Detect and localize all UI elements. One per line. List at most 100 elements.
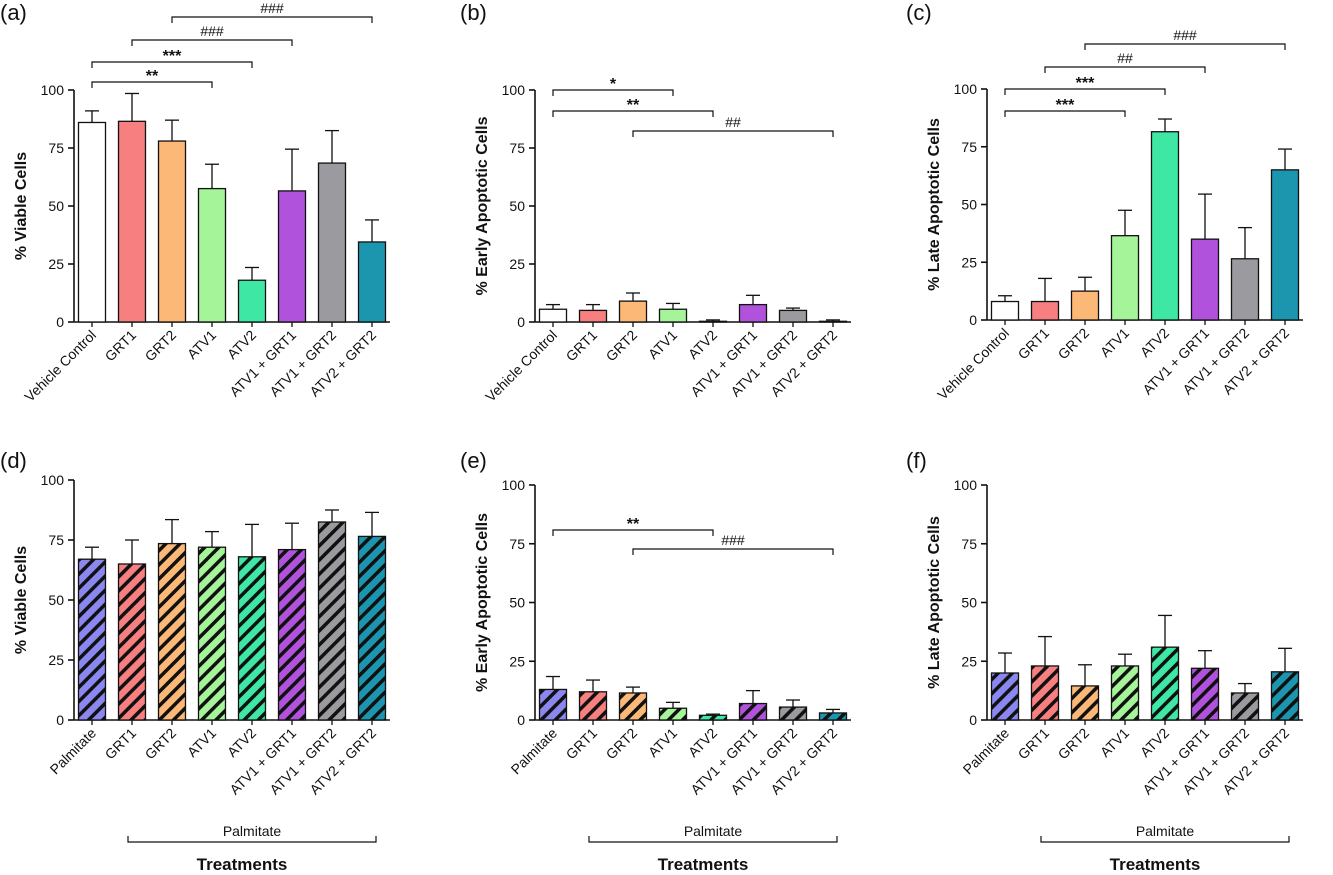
x-tick-label: Palmitate — [508, 725, 561, 778]
bar — [1230, 258, 1260, 321]
y-axis-label: % Viable Cells — [13, 546, 30, 654]
x-tick-label: ATV1 — [1097, 725, 1132, 760]
bar — [277, 548, 307, 721]
bar — [1190, 238, 1220, 321]
y-tick-label: 25 — [48, 256, 64, 272]
significance-bracket — [632, 548, 834, 555]
bar — [1150, 131, 1180, 321]
x-tick-label: GRT2 — [142, 327, 180, 365]
y-tick-label: 50 — [961, 197, 977, 213]
x-tick-label: GRT2 — [1055, 725, 1093, 763]
bar — [698, 320, 728, 323]
y-tick-label: 0 — [969, 312, 977, 328]
significance-bracket — [1044, 66, 1206, 73]
significance-bracket — [1004, 88, 1166, 95]
bar — [778, 309, 808, 323]
panel-label: (d) — [0, 448, 27, 473]
x-axis-label: Treatments — [658, 855, 749, 874]
y-tick-label: 25 — [509, 653, 525, 669]
x-tick-label: ATV2 — [1137, 725, 1172, 760]
x-tick-label: GRT2 — [603, 327, 641, 365]
y-tick-label: 100 — [954, 477, 978, 493]
bar — [738, 702, 768, 721]
y-tick-label: 75 — [961, 139, 977, 155]
significance-bracket — [632, 130, 834, 137]
group-label: Palmitate — [1136, 823, 1195, 839]
bar — [357, 241, 387, 323]
bar — [698, 714, 728, 721]
chart-panel-b: (b) 0 25 50 75 100 % Early Apoptotic Cells Vehi… — [460, 0, 851, 405]
group-label: Palmitate — [684, 823, 743, 839]
y-tick-label: 75 — [509, 536, 525, 552]
y-tick-label: 75 — [961, 536, 977, 552]
bar — [1070, 685, 1100, 721]
bar — [1070, 290, 1100, 321]
y-axis-label: % Viable Cells — [13, 152, 30, 260]
y-tick-label: 100 — [954, 81, 978, 97]
bar — [317, 521, 347, 721]
y-tick-label: 50 — [961, 595, 977, 611]
bar — [1030, 665, 1060, 721]
x-tick-label: GRT2 — [603, 725, 641, 763]
bar — [1270, 169, 1300, 321]
significance-bracket — [552, 529, 714, 536]
x-tick-label: Palmitate — [960, 725, 1013, 778]
x-tick-label: Vehicle Control — [934, 325, 1012, 403]
bar — [1110, 235, 1140, 321]
significance-label: ## — [1117, 50, 1133, 66]
significance-label: *** — [1076, 75, 1095, 92]
bar — [658, 308, 688, 323]
significance-label: ### — [721, 532, 745, 548]
significance-bracket — [131, 39, 293, 46]
significance-bracket — [1004, 110, 1126, 117]
significance-label: *** — [1056, 97, 1075, 114]
group-label: Palmitate — [223, 823, 282, 839]
bar — [77, 558, 107, 721]
y-tick-label: 0 — [56, 314, 64, 330]
bar — [618, 692, 648, 721]
panel-label: (a) — [0, 0, 27, 25]
y-axis-label: % Early Apoptotic Cells — [474, 116, 491, 295]
x-tick-label: ATV1 — [645, 327, 680, 362]
bar — [578, 309, 608, 323]
x-tick-label: Vehicle Control — [21, 327, 99, 405]
significance-label: * — [610, 76, 617, 93]
y-tick-label: 100 — [41, 82, 65, 98]
bar — [237, 556, 267, 721]
y-axis-label: % Late Apoptotic Cells — [926, 516, 943, 689]
x-tick-label: ATV2 — [685, 725, 720, 760]
y-tick-label: 50 — [48, 592, 64, 608]
y-tick-label: 75 — [48, 140, 64, 156]
bar — [1270, 671, 1300, 721]
y-tick-label: 100 — [502, 82, 526, 98]
bar — [77, 121, 107, 323]
y-tick-label: 50 — [48, 198, 64, 214]
x-tick-label: ATV2 — [1137, 325, 1172, 360]
y-tick-label: 0 — [56, 712, 64, 728]
significance-label: ### — [1173, 27, 1197, 43]
y-tick-label: 0 — [969, 712, 977, 728]
chart-panel-a: (a) 0 25 50 75 100 % Viable Cells Vehicle Contr… — [0, 0, 390, 405]
bar — [818, 712, 848, 721]
bar — [1030, 300, 1060, 321]
x-tick-label: GRT1 — [563, 725, 601, 763]
x-tick-label: GRT1 — [1015, 325, 1053, 363]
significance-label: ## — [725, 114, 741, 130]
bar — [197, 187, 227, 323]
group-bracket — [127, 836, 377, 843]
panel-label: (e) — [460, 448, 487, 473]
x-tick-label: ATV1 — [184, 327, 219, 362]
bar — [618, 300, 648, 323]
bar — [157, 542, 187, 721]
significance-label: ** — [146, 68, 159, 85]
bar — [578, 691, 608, 721]
y-tick-label: 0 — [517, 314, 525, 330]
bar — [117, 120, 147, 323]
bar — [658, 707, 688, 721]
significance-label: ### — [260, 0, 284, 16]
y-tick-label: 50 — [509, 198, 525, 214]
significance-label: ** — [627, 97, 640, 114]
bar — [990, 672, 1020, 721]
y-tick-label: 75 — [48, 532, 64, 548]
